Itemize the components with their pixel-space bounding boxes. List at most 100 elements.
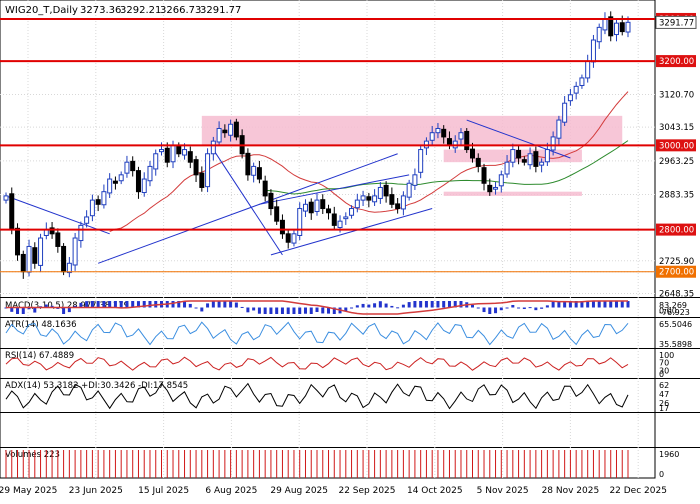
candle-body <box>101 191 107 206</box>
macd-bar <box>113 301 117 308</box>
macd-bar <box>263 307 267 314</box>
date-tick-label: 29 Aug 2025 <box>270 486 328 496</box>
indicator-label: Volumes 223 <box>5 450 60 460</box>
macd-bar <box>142 301 146 308</box>
candle-body <box>176 145 182 155</box>
candle-body <box>187 151 193 163</box>
macd-bar <box>206 303 210 308</box>
macd-bar <box>223 301 227 308</box>
macd-bar <box>580 301 584 308</box>
candle-body <box>251 165 257 176</box>
candle-body <box>222 129 228 134</box>
candle-body <box>285 233 291 243</box>
macd-bar <box>453 301 457 308</box>
macd-bar <box>373 303 377 308</box>
candle-body <box>343 216 349 220</box>
candle-body <box>464 130 470 151</box>
candle-body <box>26 245 32 273</box>
price-label-bg <box>656 55 696 68</box>
candle-body <box>66 262 72 274</box>
macd-bar <box>183 301 187 308</box>
moving-average-green <box>265 140 629 195</box>
macd-bar <box>378 301 382 308</box>
macd-bar <box>188 303 192 308</box>
macd-bar <box>574 301 578 308</box>
indicator-label: RSI(14) 67.4889 <box>5 351 74 361</box>
macd-bar <box>476 307 480 309</box>
macd-bar <box>286 307 290 314</box>
macd-bar <box>44 304 48 308</box>
macd-bar <box>482 307 486 313</box>
macd-bar <box>131 301 135 308</box>
macd-bar <box>591 301 595 308</box>
price-zone <box>443 191 582 196</box>
date-tick-label: 29 May 2025 <box>0 486 57 496</box>
macd-bar <box>148 301 152 308</box>
macd-bar <box>171 301 175 308</box>
macd-bar <box>332 307 336 314</box>
macd-bar <box>442 301 446 308</box>
macd-bar <box>620 301 624 308</box>
candle-body <box>470 148 475 159</box>
macd-bar <box>96 301 100 308</box>
candle-body <box>84 216 90 224</box>
price-label-bg <box>656 139 696 152</box>
plot-frame <box>0 0 656 479</box>
candle-body <box>216 127 222 143</box>
candle-body <box>320 199 326 210</box>
candle-body <box>510 149 516 163</box>
indicator-tick-label: 100 <box>659 351 674 360</box>
macd-bar <box>597 301 601 308</box>
macd-bar <box>211 301 215 308</box>
candle-body <box>556 119 562 139</box>
candle-body <box>435 127 441 134</box>
macd-bar <box>119 301 123 308</box>
candle-body <box>262 180 268 197</box>
price-tick-label: 2725.90 <box>659 257 694 267</box>
candle-body <box>527 153 533 166</box>
candle-body <box>579 77 585 87</box>
price-tick-label: 2883.35 <box>659 190 694 200</box>
ohlc-high: 3292.21 <box>120 5 161 16</box>
macd-bar <box>430 301 434 308</box>
macd-bar <box>21 307 25 314</box>
macd-bar <box>269 307 273 314</box>
candle-body <box>441 128 447 138</box>
candle-body <box>602 18 608 31</box>
macd-bar <box>73 305 77 308</box>
price-axis: 3300.003200.003120.703043.153000.002963.… <box>655 12 697 299</box>
date-tick-label: 5 Nov 2025 <box>477 486 529 496</box>
macd-bar <box>522 307 526 310</box>
candle-body <box>61 245 67 273</box>
macd-bar <box>499 307 503 311</box>
candle-body <box>504 161 510 175</box>
macd-bar <box>603 301 607 308</box>
macd-bar <box>494 307 498 314</box>
macd-bar <box>401 304 405 308</box>
candle-body <box>418 149 424 173</box>
candle-body <box>89 199 95 217</box>
indicator-label: ATR(14) 48.1636 <box>5 320 77 330</box>
candle-body <box>279 219 285 235</box>
candle-body <box>567 94 573 102</box>
macd-bar <box>85 301 89 308</box>
price-tick-label: 3000.00 <box>659 141 694 151</box>
candle-body <box>49 227 55 235</box>
candle-body <box>481 167 487 184</box>
macd-bar <box>545 305 549 308</box>
macd-bar <box>298 307 302 314</box>
candle-body <box>38 237 44 266</box>
macd-bar <box>488 307 492 314</box>
macd-bar <box>459 301 463 308</box>
candle-body <box>233 121 239 138</box>
macd-bar <box>413 301 417 308</box>
candle-body <box>550 136 556 151</box>
candle-body <box>412 174 418 186</box>
macd-bar <box>384 303 388 308</box>
indicator-tick-label: -76.923 <box>659 308 690 317</box>
trend-line <box>97 153 398 264</box>
macd-signal-line <box>6 300 628 315</box>
candle-body <box>446 138 452 146</box>
indicator-label: ADX(14) 53.3182 +DI:30.3426 -DI:17.8545 <box>5 381 188 391</box>
